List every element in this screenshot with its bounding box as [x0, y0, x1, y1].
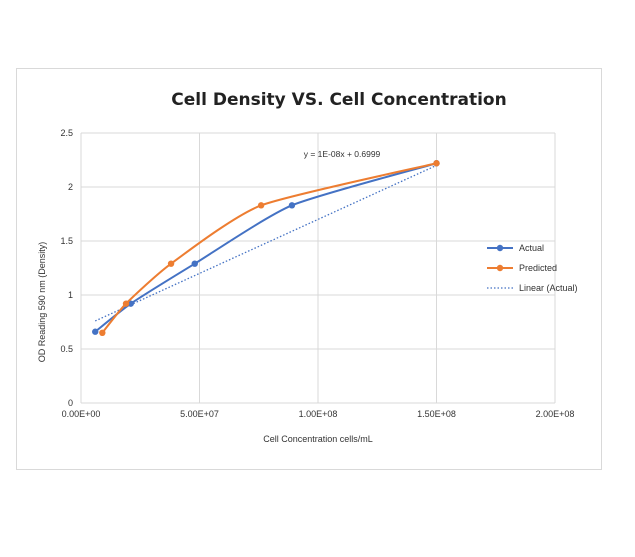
y-tick-label: 0 — [68, 398, 73, 408]
legend-marker-actual — [496, 244, 504, 252]
x-tick-label: 0.00E+00 — [62, 409, 101, 419]
trendline-linear-actual — [94, 164, 437, 322]
y-tick-label: 1.5 — [60, 236, 73, 246]
x-tick-label: 1.50E+08 — [417, 409, 456, 419]
x-tick-label: 2.00E+08 — [536, 409, 575, 419]
data-point-actual — [288, 202, 296, 209]
data-point-predicted — [99, 329, 106, 336]
data-point-predicted — [122, 300, 130, 307]
y-tick-label: 1 — [68, 290, 73, 300]
data-point-actual — [191, 260, 198, 267]
legend-label-predicted: Predicted — [519, 263, 557, 273]
y-axis-title: OD Reading 590 nm (Density) — [37, 242, 47, 363]
legend-marker-predicted — [496, 264, 504, 272]
series-line-predicted — [101, 162, 437, 334]
axes: 0 0.5 1 1.5 2 2.5 0.00E+00 5.00E+07 1.00E+08 1.50… — [60, 128, 574, 419]
data-point-predicted — [257, 202, 265, 209]
x-axis-title: Cell Concentration cells/mL — [263, 434, 373, 444]
chart-title: Cell Density VS. Cell Concentration — [171, 90, 506, 110]
data-point-predicted — [433, 160, 440, 167]
trendline-equation: y = 1E-08x + 0.6999 — [304, 149, 381, 159]
gridlines — [80, 132, 556, 404]
y-tick-label: 0.5 — [60, 344, 73, 354]
chart-area: Cell Density VS. Cell Concentration 0 0.5… — [16, 68, 602, 470]
y-tick-label: 2.5 — [60, 128, 73, 138]
series-layer — [92, 160, 440, 336]
data-point-actual — [92, 328, 99, 335]
data-point-predicted — [167, 260, 175, 267]
legend-label-actual: Actual — [519, 243, 544, 253]
chart-svg: Cell Density VS. Cell Concentration 0 0.5… — [37, 90, 578, 444]
y-tick-label: 2 — [68, 182, 73, 192]
legend: Actual Predicted Linear (Actual) — [487, 243, 578, 293]
data-point-actual — [127, 300, 134, 307]
x-tick-label: 1.00E+08 — [299, 409, 338, 419]
legend-label-linear-actual: Linear (Actual) — [519, 283, 578, 293]
trendline-layer — [94, 164, 437, 322]
x-tick-label: 5.00E+07 — [180, 409, 219, 419]
